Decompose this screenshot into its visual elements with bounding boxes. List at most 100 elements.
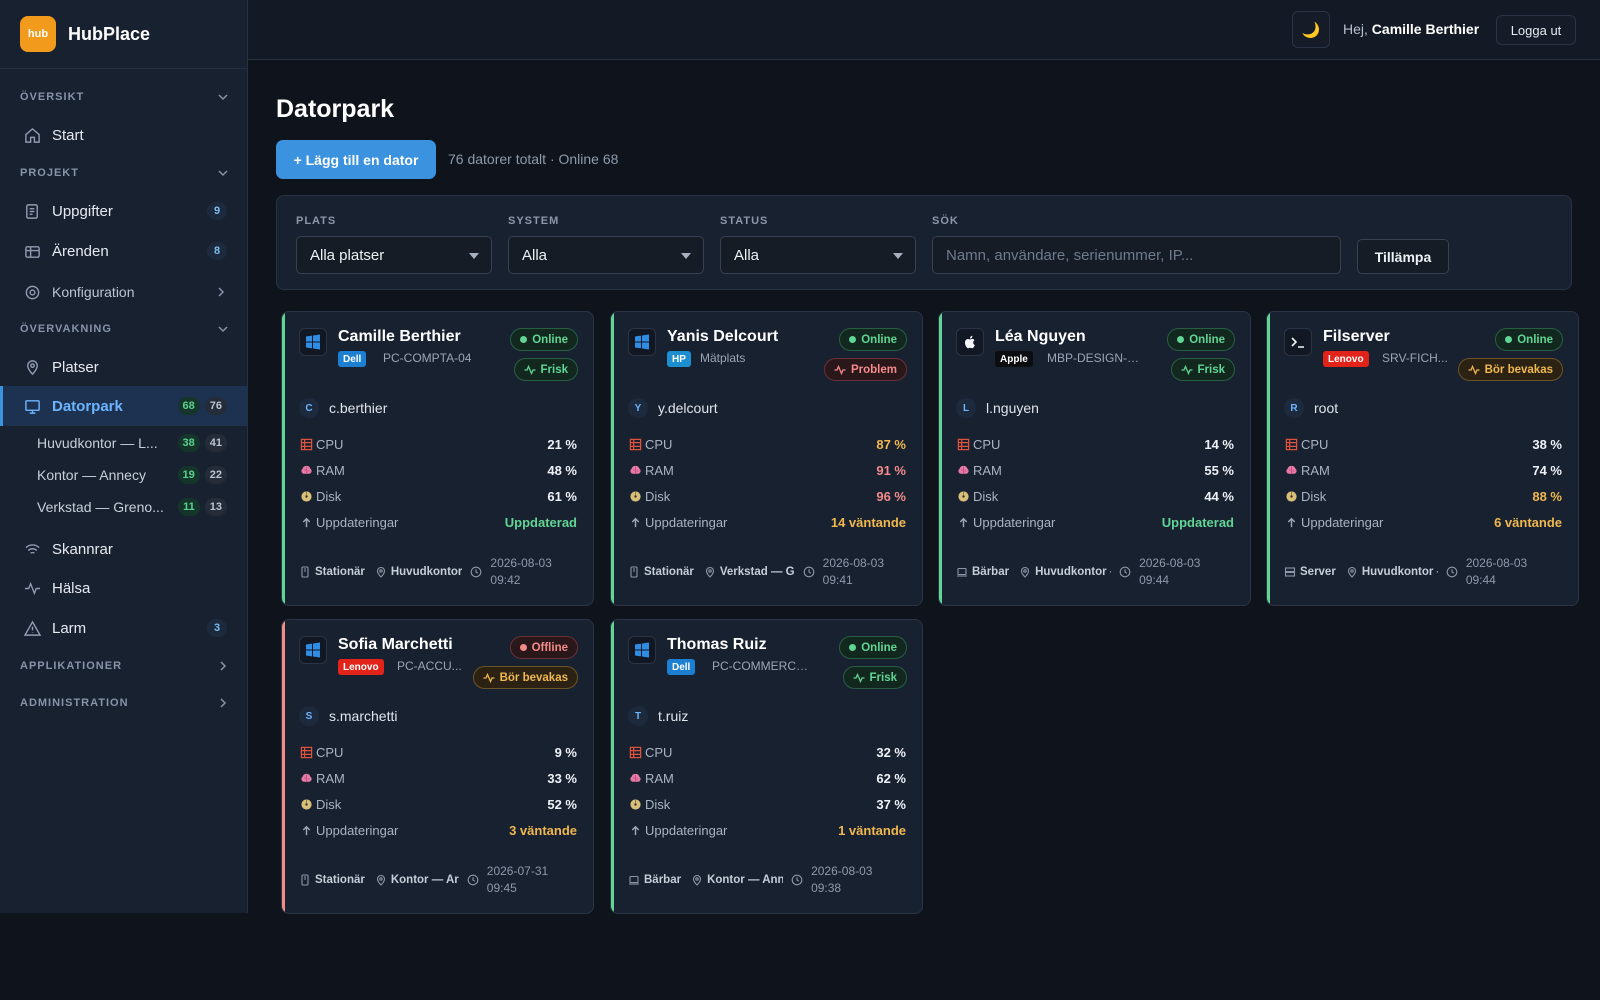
model-name: PC-ACCU... — [397, 659, 462, 673]
sidebar-item-datorpark[interactable]: Datorpark 68 76 — [0, 386, 247, 426]
disk-metric: Disk 52 % — [299, 794, 577, 814]
disk-value: 37 % — [876, 796, 906, 812]
pin-icon — [1346, 566, 1358, 578]
system-select[interactable]: Alla — [508, 236, 704, 274]
theme-toggle-button[interactable]: 🌙 — [1292, 11, 1330, 48]
disk-value: 52 % — [547, 796, 577, 812]
computer-card[interactable]: Léa Nguyen Apple MBP-DESIGN-01 Online Fr… — [938, 311, 1251, 606]
arrow-up-icon — [628, 515, 642, 529]
greeting-text: Hej, — [1343, 21, 1368, 37]
computer-card[interactable]: Sofia Marchetti Lenovo PC-ACCU... Offlin… — [281, 619, 594, 914]
sidebar-item-uppgifter[interactable]: Uppgifter 9 — [0, 191, 247, 231]
sidebar-subitem-annecy[interactable]: Kontor — Annecy 19 22 — [0, 459, 247, 491]
vendor-badge: Apple — [995, 351, 1033, 367]
sidebar-item-halsa[interactable]: Hälsa — [0, 568, 247, 608]
updates-value: Uppdaterad — [504, 514, 577, 530]
arrow-up-icon — [1284, 515, 1298, 529]
status-text: Online — [1189, 333, 1225, 346]
vendor-badge: HP — [667, 351, 691, 367]
disk-metric: Disk 88 % — [1284, 486, 1562, 506]
updates-metric: Uppdateringar Uppdaterad — [956, 512, 1234, 532]
health-text: Frisk — [1197, 363, 1226, 376]
alert-icon — [23, 619, 41, 637]
device-location: Kontor — Ann — [691, 874, 783, 886]
metric-label: Uppdateringar — [973, 514, 1056, 530]
status-text: Online — [861, 641, 897, 654]
add-computer-button[interactable]: + Lägg till en dator — [276, 140, 436, 179]
caret-down-icon — [893, 253, 903, 259]
device-type: Stationär — [628, 566, 694, 578]
device-type-text: Bärbar — [644, 874, 682, 886]
metric-label: RAM — [645, 462, 674, 478]
section-label: ADMINISTRATION — [20, 697, 129, 709]
sidebar-item-label: Datorpark — [52, 397, 123, 415]
device-type: Stationär — [299, 566, 365, 578]
sidebar-item-arenden[interactable]: Ärenden 8 — [0, 231, 247, 271]
sidebar-item-start[interactable]: Start — [0, 115, 247, 155]
username: t.ruiz — [658, 708, 689, 724]
pin-icon — [704, 566, 716, 578]
computer-card[interactable]: Camille Berthier Dell PC-COMPTA-04 Onlin… — [281, 311, 594, 606]
cpu-icon — [1284, 437, 1298, 451]
logout-button[interactable]: Logga ut — [1496, 15, 1576, 45]
total-count-badge: 41 — [204, 434, 227, 452]
card-footer: Stationär Verkstad — G 2026-08-03 09:41 — [628, 554, 910, 590]
updates-metric: Uppdateringar 6 väntande — [1284, 512, 1562, 532]
section-oversikt[interactable]: ÖVERSIKT — [20, 91, 229, 103]
search-input[interactable] — [932, 236, 1341, 274]
online-count-badge: 19 — [177, 466, 200, 484]
health-badge: Problem — [823, 358, 907, 381]
section-projekt[interactable]: PROJEKT — [20, 167, 229, 179]
apple-icon — [956, 328, 984, 356]
wifi-icon — [23, 540, 41, 558]
sidebar-item-konfiguration[interactable]: Konfiguration — [0, 272, 247, 312]
metric-label: RAM — [645, 770, 674, 786]
updates-value: 1 väntande — [838, 822, 906, 838]
computer-card[interactable]: Yanis Delcourt HP Mätplats Online Proble… — [610, 311, 923, 606]
sidebar-subitem-label: Kontor — Annecy — [37, 467, 146, 483]
updates-value: 3 väntande — [509, 822, 577, 838]
pin-icon — [375, 874, 387, 886]
metric-label: Uppdateringar — [1301, 514, 1384, 530]
section-administration[interactable]: ADMINISTRATION — [20, 697, 229, 709]
sidebar-subitem-huvudkontor[interactable]: Huvudkontor — L... 38 41 — [0, 427, 247, 459]
computer-card[interactable]: Filserver Lenovo SRV-FICH... Online Bör … — [1266, 311, 1579, 606]
ram-value: 33 % — [547, 770, 577, 786]
brain-icon — [628, 463, 642, 477]
status-text: Online — [861, 333, 897, 346]
username: y.delcourt — [658, 400, 718, 416]
status-select[interactable]: Alla — [720, 236, 916, 274]
chevron-right-icon — [218, 287, 225, 297]
disk-icon — [299, 797, 313, 811]
hubplace-logo: hub — [20, 16, 56, 52]
pin-icon — [1019, 566, 1031, 578]
sidebar-item-larm[interactable]: Larm 3 — [0, 608, 247, 648]
apply-button[interactable]: Tillämpa — [1357, 239, 1449, 274]
health-badge: Bör bevakas — [1457, 358, 1563, 381]
device-location-text: Kontor — Ann — [707, 874, 784, 886]
device-location: Huvudkontor – — [1346, 566, 1438, 578]
clock-icon — [803, 566, 815, 578]
device-location: Verkstad — G — [704, 566, 795, 578]
computer-name: Thomas Ruiz — [667, 636, 767, 653]
sidebar-subitem-verkstad[interactable]: Verkstad — Greno... 11 13 — [0, 491, 247, 523]
moon-icon: 🌙 — [1301, 21, 1321, 39]
user-row: L l.nguyen — [956, 398, 1039, 418]
cpu-value: 21 % — [547, 436, 577, 452]
section-applikationer[interactable]: APPLIKATIONER — [20, 660, 229, 672]
ram-value: 55 % — [1204, 462, 1234, 478]
model-name: MBP-DESIGN-01 — [1047, 351, 1140, 365]
section-overvakning[interactable]: ÖVERVAKNING — [20, 323, 229, 335]
device-location: Huvudkontor – — [1019, 566, 1111, 578]
topbar — [248, 0, 1600, 60]
device-type-text: Stationär — [315, 874, 365, 886]
cpu-metric: CPU 38 % — [1284, 434, 1562, 454]
brand[interactable]: hub HubPlace — [0, 0, 247, 69]
last-seen: 2026-07-31 09:45 — [467, 863, 548, 897]
metric-label: CPU — [645, 744, 673, 760]
sidebar-item-platser[interactable]: Platser — [0, 347, 247, 387]
status-text: Offline — [531, 641, 568, 654]
computer-card[interactable]: Thomas Ruiz Dell PC-COMMERCE-07 Online F… — [610, 619, 923, 914]
sidebar-item-skannrar[interactable]: Skannrar — [0, 529, 247, 569]
place-select[interactable]: Alla platser — [296, 236, 492, 274]
